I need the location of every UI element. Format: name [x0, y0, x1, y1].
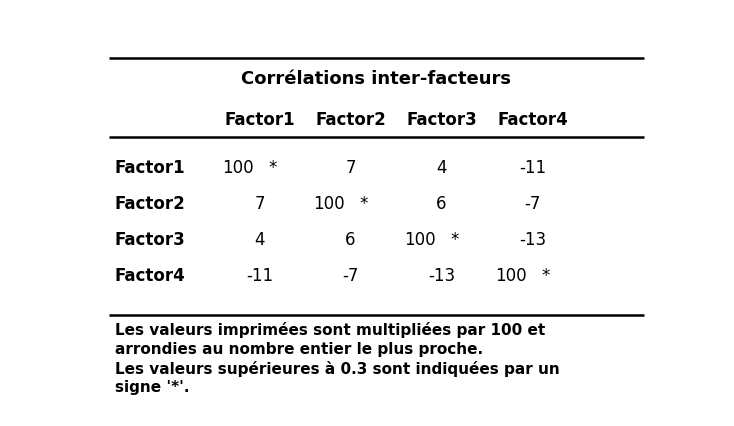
- Text: Factor1: Factor1: [225, 111, 295, 129]
- Text: 100: 100: [404, 231, 436, 249]
- Text: *: *: [268, 158, 277, 176]
- Text: Factor1: Factor1: [115, 158, 185, 176]
- Text: Factor4: Factor4: [497, 111, 568, 129]
- Text: Factor2: Factor2: [115, 195, 185, 213]
- Text: 100: 100: [495, 267, 527, 285]
- Text: *: *: [450, 231, 459, 249]
- Text: signe '*'.: signe '*'.: [115, 379, 189, 394]
- Text: -11: -11: [519, 158, 546, 176]
- Text: -7: -7: [524, 195, 541, 213]
- Text: 7: 7: [345, 158, 356, 176]
- Text: *: *: [541, 267, 550, 285]
- Text: -11: -11: [246, 267, 273, 285]
- Text: 6: 6: [436, 195, 447, 213]
- Text: 100: 100: [222, 158, 254, 176]
- Text: arrondies au nombre entier le plus proche.: arrondies au nombre entier le plus proch…: [115, 341, 483, 356]
- Text: Factor3: Factor3: [115, 231, 185, 249]
- Text: -13: -13: [428, 267, 455, 285]
- Text: 100: 100: [313, 195, 345, 213]
- Text: -13: -13: [519, 231, 546, 249]
- Text: -7: -7: [342, 267, 359, 285]
- Text: Corrélations inter-facteurs: Corrélations inter-facteurs: [241, 70, 511, 88]
- Text: Les valeurs imprimées sont multipliées par 100 et: Les valeurs imprimées sont multipliées p…: [115, 322, 545, 338]
- Text: 4: 4: [436, 158, 447, 176]
- Text: Les valeurs supérieures à 0.3 sont indiquées par un: Les valeurs supérieures à 0.3 sont indiq…: [115, 360, 559, 376]
- Text: 6: 6: [345, 231, 356, 249]
- Text: 4: 4: [254, 231, 265, 249]
- Text: Factor4: Factor4: [115, 267, 185, 285]
- Text: Factor2: Factor2: [315, 111, 386, 129]
- Text: *: *: [359, 195, 368, 213]
- Text: 7: 7: [254, 195, 265, 213]
- Text: Factor3: Factor3: [406, 111, 477, 129]
